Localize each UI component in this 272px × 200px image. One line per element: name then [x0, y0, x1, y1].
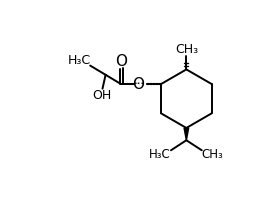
Text: H₃C: H₃C [68, 54, 91, 67]
Text: OH: OH [92, 89, 111, 102]
Text: CH₃: CH₃ [202, 148, 223, 161]
Text: CH₃: CH₃ [176, 43, 199, 56]
Text: O: O [132, 77, 144, 92]
Polygon shape [184, 128, 189, 140]
Text: •••: ••• [134, 81, 145, 86]
Text: H₃C: H₃C [149, 148, 171, 161]
Text: O: O [115, 54, 127, 69]
